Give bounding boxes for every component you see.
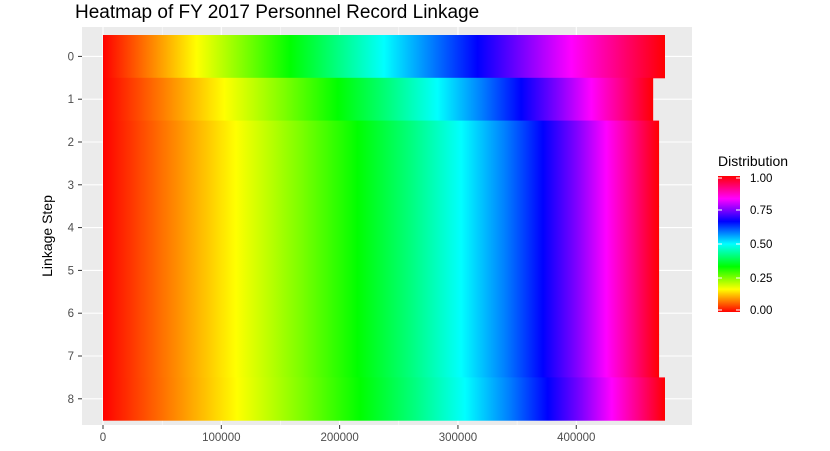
heatmap-row-4 bbox=[103, 206, 660, 250]
x-axis-ticks: 0 100000 200000 300000 400000 bbox=[100, 425, 595, 444]
legend: Distribution 0.00 0.25 0.50 0.75 1.00 bbox=[718, 153, 788, 317]
x-tick-label: 0 bbox=[100, 432, 106, 444]
y-tick-label: 6 bbox=[68, 308, 74, 320]
legend-tick-label: 0.00 bbox=[750, 305, 772, 317]
heatmap-row-0 bbox=[103, 35, 665, 79]
y-tick-label: 5 bbox=[68, 265, 74, 277]
x-tick-label: 400000 bbox=[557, 432, 595, 444]
y-tick-label: 1 bbox=[68, 94, 74, 106]
y-axis-title: Linkage Step bbox=[39, 195, 55, 277]
x-tick-label: 300000 bbox=[439, 432, 477, 444]
y-axis-ticks: 0 1 2 3 4 5 6 7 8 bbox=[68, 51, 82, 406]
y-tick-label: 8 bbox=[68, 394, 74, 406]
legend-title: Distribution bbox=[718, 153, 788, 169]
legend-tick-label: 1.00 bbox=[750, 173, 772, 185]
legend-colorbar bbox=[718, 176, 740, 312]
x-tick-label: 200000 bbox=[320, 432, 358, 444]
x-tick-label: 100000 bbox=[202, 432, 240, 444]
y-tick-label: 3 bbox=[68, 180, 74, 192]
heatmap-row-1 bbox=[103, 77, 654, 122]
heatmap-row-6 bbox=[103, 291, 660, 336]
heatmap-row-3 bbox=[103, 163, 660, 207]
y-tick-label: 0 bbox=[68, 51, 74, 63]
heatmap-row-7 bbox=[103, 334, 660, 378]
heatmap-tiles bbox=[103, 35, 665, 421]
heatmap-row-5 bbox=[103, 249, 660, 293]
legend-tick-label: 0.25 bbox=[750, 273, 772, 285]
y-tick-label: 2 bbox=[68, 137, 74, 149]
chart-title: Heatmap of FY 2017 Personnel Record Link… bbox=[75, 2, 479, 23]
legend-tick-label: 0.75 bbox=[750, 205, 772, 217]
legend-tick-label: 0.50 bbox=[750, 239, 772, 251]
y-tick-label: 4 bbox=[68, 223, 75, 235]
heatmap-row-8 bbox=[103, 377, 665, 421]
y-tick-label: 7 bbox=[68, 351, 74, 363]
heatmap-row-2 bbox=[103, 120, 660, 164]
